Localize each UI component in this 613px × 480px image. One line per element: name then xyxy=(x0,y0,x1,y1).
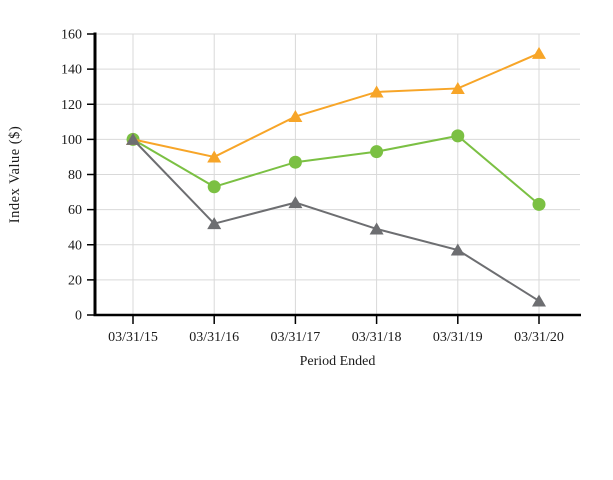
data-point-circle xyxy=(207,180,221,194)
y-tick-label: 20 xyxy=(68,273,82,288)
data-point-triangle xyxy=(450,81,465,94)
x-tick-label: 03/31/18 xyxy=(352,330,402,345)
chart-canvas: 0 20 40 60 80 100 120 140 160 03/31/15 03/31/16 03/… xyxy=(7,28,581,369)
data-point-triangle xyxy=(207,217,222,230)
y-tick-label: 140 xyxy=(61,63,82,78)
data-point-triangle xyxy=(126,132,140,145)
data-point-triangle xyxy=(532,294,546,307)
y-tick-label: 60 xyxy=(68,203,82,218)
y-tick-label: 100 xyxy=(61,133,82,148)
data-point-triangle xyxy=(288,110,303,123)
x-tick-label: 03/31/16 xyxy=(189,330,239,345)
y-tick-label: 40 xyxy=(68,238,82,253)
data-point-circle xyxy=(288,155,302,169)
data-point-triangle xyxy=(532,46,546,59)
y-tick-label: 80 xyxy=(68,168,82,183)
x-tick-label: 03/31/20 xyxy=(514,330,564,345)
x-tick-label: 03/31/15 xyxy=(108,330,158,345)
data-point-triangle xyxy=(450,243,465,256)
chart-legend: Thermon Group Holdings, Inc. (THR) iShar… xyxy=(0,390,613,480)
series-line-2 xyxy=(132,138,540,302)
x-axis-title: Period Ended xyxy=(300,354,376,369)
data-point-triangle xyxy=(369,222,384,235)
y-tick-label: 0 xyxy=(75,309,82,324)
x-tick-label: 03/31/17 xyxy=(271,330,321,345)
y-tick-label: 120 xyxy=(61,98,82,113)
series-line-1 xyxy=(132,52,540,158)
data-point-circle xyxy=(451,129,465,143)
x-tick-label: 03/31/19 xyxy=(433,330,483,345)
series-line-0 xyxy=(132,134,540,206)
y-tick-label: 160 xyxy=(61,28,82,43)
data-point-circle xyxy=(532,197,546,211)
data-point-triangle xyxy=(207,150,222,163)
performance-chart: 0 20 40 60 80 100 120 140 160 03/31/15 03/31/16 03/… xyxy=(7,28,581,369)
data-point-triangle xyxy=(288,196,303,209)
data-point-circle xyxy=(370,145,384,159)
data-point-triangle xyxy=(369,85,384,98)
y-axis-title: Index Value ($) xyxy=(7,126,23,223)
